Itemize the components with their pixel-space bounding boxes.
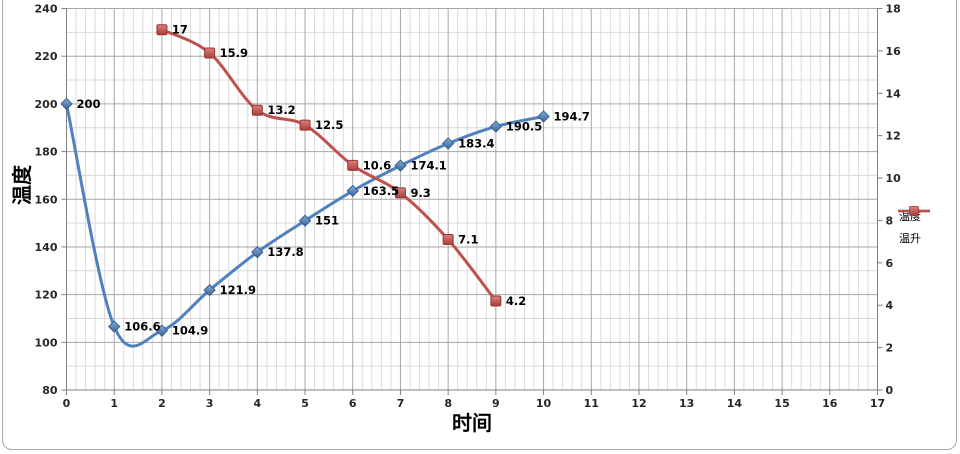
- temperature-data-label[interactable]: 174.1: [410, 159, 446, 173]
- temperature-data-label[interactable]: 163.5: [363, 184, 399, 198]
- right-axis-tick-label[interactable]: 16: [886, 45, 902, 58]
- right-axis-tick-label[interactable]: 2: [886, 342, 894, 355]
- temperature-marker[interactable]: [298, 214, 312, 227]
- x-axis-tick-label[interactable]: 8: [444, 397, 452, 410]
- x-axis-tick-label[interactable]: 15: [774, 397, 789, 410]
- temperature-data-label[interactable]: 151: [315, 214, 339, 228]
- temperature-data-label[interactable]: 183.4: [458, 136, 494, 150]
- temp-rise-marker[interactable]: [347, 159, 359, 171]
- temperature-marker[interactable]: [155, 324, 169, 337]
- x-axis-tick-label[interactable]: 7: [397, 397, 405, 410]
- x-axis-tick-label[interactable]: 4: [253, 397, 261, 410]
- temp-rise-marker[interactable]: [442, 234, 454, 246]
- right-axis-tick-label[interactable]: 8: [886, 214, 894, 227]
- temperature-marker[interactable]: [203, 283, 216, 297]
- right-axis-tick-label[interactable]: 4: [886, 299, 894, 312]
- temperature-marker[interactable]: [60, 97, 73, 111]
- temp-rise-marker[interactable]: [490, 295, 502, 307]
- right-axis-tick-label[interactable]: 12: [886, 130, 901, 143]
- x-axis-tick-label[interactable]: 0: [63, 397, 71, 410]
- temperature-data-label[interactable]: 194.7: [554, 110, 590, 124]
- temperature-data-label[interactable]: 104.9: [172, 324, 208, 338]
- temp-rise-data-label[interactable]: 17: [172, 23, 188, 37]
- right-axis-tick-label[interactable]: 6: [886, 257, 894, 270]
- x-axis-tick-label[interactable]: 6: [349, 397, 357, 410]
- temperature-marker[interactable]: [251, 245, 264, 259]
- temperature-marker[interactable]: [537, 110, 550, 123]
- right-axis-tick-label[interactable]: 14: [886, 87, 902, 100]
- temperature-marker[interactable]: [394, 159, 407, 172]
- temp-rise-marker[interactable]: [251, 104, 263, 116]
- legend: 温度 温升: [897, 205, 930, 249]
- x-axis-tick-label[interactable]: 17: [870, 397, 885, 410]
- temp-rise-data-label[interactable]: 13.2: [267, 103, 295, 117]
- left-axis-tick-label[interactable]: 120: [35, 289, 58, 302]
- legend-label-temp-rise: 温升: [899, 232, 921, 245]
- legend-item-temp-rise[interactable]: 温升: [897, 206, 930, 249]
- temp-rise-marker[interactable]: [204, 47, 216, 59]
- temp-rise-marker[interactable]: [299, 119, 311, 131]
- temperature-marker[interactable]: [107, 320, 121, 333]
- x-axis-tick-label[interactable]: 1: [110, 397, 118, 410]
- x-axis-tick-label[interactable]: 13: [679, 397, 694, 410]
- temperature-data-label[interactable]: 190.5: [506, 120, 542, 134]
- temp-rise-data-label[interactable]: 15.9: [220, 46, 248, 60]
- left-axis-tick-label[interactable]: 240: [35, 3, 58, 16]
- left-axis-tick-label[interactable]: 200: [35, 98, 58, 111]
- temp-rise-data-label[interactable]: 10.6: [363, 158, 391, 172]
- x-axis-tick-label[interactable]: 14: [727, 397, 743, 410]
- x-axis-tick-label[interactable]: 9: [492, 397, 500, 410]
- x-axis-tick-label[interactable]: 2: [158, 397, 166, 410]
- temp-rise-data-label[interactable]: 7.1: [458, 233, 478, 247]
- right-axis-tick-label[interactable]: 18: [886, 3, 901, 16]
- x-axis-tick-label[interactable]: 11: [584, 397, 599, 410]
- temperature-data-label[interactable]: 121.9: [220, 283, 256, 297]
- temperature-marker[interactable]: [346, 184, 359, 198]
- x-axis-tick-label[interactable]: 5: [301, 397, 309, 410]
- temp-rise-data-label[interactable]: 12.5: [315, 118, 343, 132]
- temperature-data-label[interactable]: 200: [77, 97, 101, 111]
- temp-rise-marker[interactable]: [394, 187, 406, 199]
- temperature-data-label[interactable]: 137.8: [267, 245, 303, 259]
- temp-rise-data-label[interactable]: 9.3: [410, 186, 430, 200]
- temp-rise-data-label[interactable]: 4.2: [506, 294, 526, 308]
- left-axis-tick-label[interactable]: 140: [35, 241, 58, 254]
- left-axis-tick-label[interactable]: 220: [35, 50, 58, 63]
- x-axis-title[interactable]: 时间: [452, 411, 492, 435]
- x-axis-tick-label[interactable]: 10: [536, 397, 552, 410]
- x-axis-tick-label[interactable]: 12: [631, 397, 646, 410]
- data-label-layer: 200 106.6 104.9 121.9 137.8 151 163.5 174.1 183.…: [77, 23, 590, 338]
- axis-layer: 2402202001801601401201008018161412108642…: [35, 3, 902, 411]
- left-axis-tick-label[interactable]: 160: [35, 193, 58, 206]
- series-layer: [60, 24, 550, 348]
- left-axis-tick-label[interactable]: 180: [35, 146, 58, 159]
- temperature-data-label[interactable]: 106.6: [124, 320, 160, 334]
- left-axis-tick-label[interactable]: 80: [42, 384, 58, 397]
- left-axis-tick-label[interactable]: 100: [35, 336, 58, 349]
- temperature-marker[interactable]: [489, 120, 503, 133]
- right-axis-tick-label[interactable]: 0: [886, 384, 894, 397]
- temp-rise-marker[interactable]: [156, 24, 168, 36]
- temp-rise-legend-swatch: [898, 206, 930, 216]
- right-axis-tick-label[interactable]: 10: [886, 172, 902, 185]
- temp-rise-legend-square-icon: [909, 206, 919, 216]
- left-axis-title[interactable]: 温度: [10, 165, 34, 205]
- x-axis-tick-label[interactable]: 3: [206, 397, 214, 410]
- temperature-marker[interactable]: [441, 137, 455, 150]
- x-axis-tick-label[interactable]: 16: [822, 397, 838, 410]
